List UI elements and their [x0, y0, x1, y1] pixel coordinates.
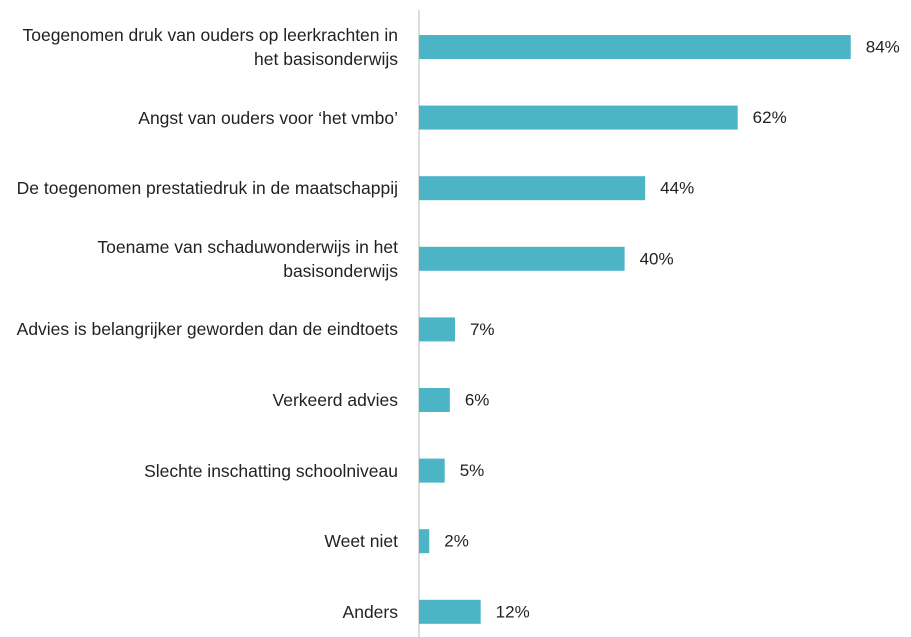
category-text: Advies is belangrijker geworden dan de e… [16, 319, 398, 340]
category-text: Anders [342, 601, 398, 622]
value-label: 44% [660, 179, 694, 198]
bar [419, 599, 481, 624]
bar [419, 176, 646, 201]
bar [419, 246, 625, 271]
value-label: 7% [470, 320, 495, 339]
value-label: 6% [465, 390, 490, 409]
value-label: 40% [640, 249, 674, 268]
category-text: Toegenomen druk van ouders op leerkracht… [22, 25, 398, 69]
bar [419, 105, 738, 130]
category-label: Toename van schaduwonderwijs in het basi… [0, 224, 398, 294]
category-text: Verkeerd advies [272, 390, 399, 410]
category-text: De toegenomen prestatiedruk in de maatsc… [16, 178, 398, 199]
category-label: Verkeerd advies [0, 365, 399, 435]
category-label: De toegenomen prestatiedruk in de maatsc… [0, 153, 398, 223]
category-label: Weet niet [0, 506, 398, 576]
value-label: 12% [496, 602, 530, 621]
category-label: Anders [0, 577, 398, 637]
category-text: Toename van schaduwonderwijs in het basi… [97, 236, 398, 281]
category-label: Slechte inschatting schoolniveau [0, 436, 398, 506]
bar [419, 35, 851, 59]
value-label: 62% [753, 108, 787, 127]
category-label: Toegenomen druk van ouders op leerkracht… [0, 12, 398, 82]
value-label: 84% [866, 37, 900, 56]
category-label: Advies is belangrijker geworden dan de e… [0, 294, 398, 364]
category-text: Slechte inschatting schoolniveau [144, 460, 398, 481]
bar [419, 317, 455, 342]
bar [419, 388, 450, 412]
bar [419, 458, 445, 483]
category-text: Angst van ouders voor ‘het vmbo’ [138, 107, 398, 128]
value-label: 5% [460, 461, 485, 480]
value-label: 2% [444, 532, 469, 551]
bar [419, 529, 430, 554]
category-text: Weet niet [324, 531, 398, 552]
category-label: Angst van ouders voor ‘het vmbo’ [0, 83, 398, 153]
